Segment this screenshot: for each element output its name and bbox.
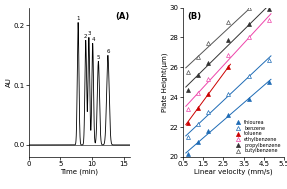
Point (226, 66, 231, 69)
Text: 6: 6 (106, 49, 110, 53)
Point (246, 97, 251, 100)
Point (226, 54, 231, 57)
Point (206, 61, 210, 64)
Point (196, 106, 200, 109)
Point (196, 91, 200, 94)
Text: (A): (A) (115, 12, 129, 21)
Point (196, 55, 200, 58)
Legend: thiourea, benzene, toluene, ethylbenzene, propylbenzene, butylbenzene: thiourea, benzene, toluene, ethylbenzene… (232, 119, 282, 154)
Point (206, 78, 210, 81)
Point (246, 22, 251, 26)
Point (206, 111, 210, 114)
Text: 5: 5 (97, 54, 100, 60)
Point (226, 114, 231, 117)
Point (267, 58, 271, 61)
Text: 2: 2 (84, 34, 88, 39)
Y-axis label: Plate Height(μm): Plate Height(μm) (162, 53, 168, 112)
Point (196, 73, 200, 76)
Point (267, 81, 271, 84)
Point (226, 93, 231, 96)
X-axis label: Time (min): Time (min) (60, 168, 98, 175)
Point (196, 140, 200, 143)
Point (267, 8, 271, 11)
Text: (B): (B) (187, 12, 201, 21)
Point (267, 18, 271, 21)
Point (226, 39, 231, 42)
Point (185, 108, 190, 111)
Point (206, 93, 210, 96)
Text: 4: 4 (92, 37, 95, 42)
Point (206, 42, 210, 45)
X-axis label: Linear velocity (mm/s): Linear velocity (mm/s) (194, 168, 273, 175)
Point (246, 36, 251, 39)
Y-axis label: AU: AU (6, 77, 12, 87)
Point (246, 6, 251, 9)
Point (185, 136, 190, 139)
Point (185, 152, 190, 155)
Point (206, 130, 210, 133)
Point (185, 70, 190, 73)
Text: 3: 3 (88, 31, 91, 36)
Point (246, 75, 251, 78)
Point (185, 88, 190, 91)
Text: 1: 1 (76, 16, 79, 21)
Point (185, 121, 190, 124)
Point (226, 21, 231, 24)
Point (196, 122, 200, 125)
